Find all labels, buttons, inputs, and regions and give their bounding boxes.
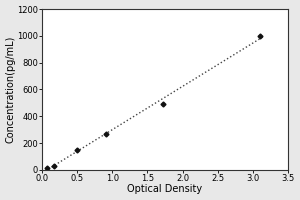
Y-axis label: Concentration(pg/mL): Concentration(pg/mL) <box>6 36 16 143</box>
X-axis label: Optical Density: Optical Density <box>128 184 202 194</box>
